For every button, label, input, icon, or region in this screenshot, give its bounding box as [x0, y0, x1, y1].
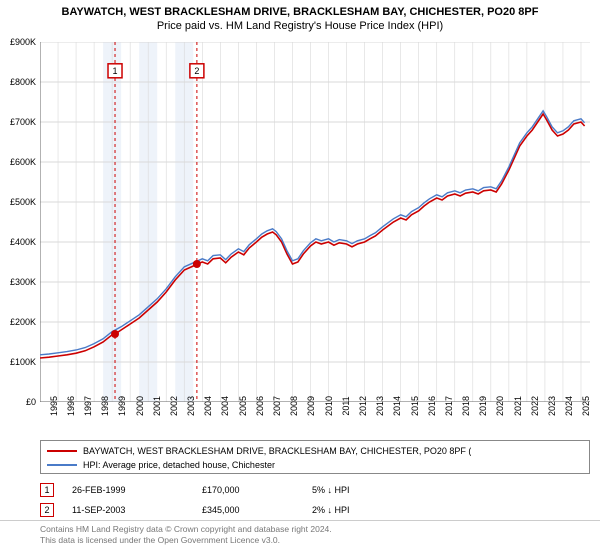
y-tick-label: £700K — [10, 117, 36, 127]
x-tick-label: 1998 — [100, 396, 110, 416]
x-tick-label: 2013 — [375, 396, 385, 416]
y-axis: £0£100K£200K£300K£400K£500K£600K£700K£80… — [0, 42, 38, 402]
footer-divider — [0, 520, 600, 521]
x-tick-label: 2002 — [169, 396, 179, 416]
x-tick-label: 2009 — [306, 396, 316, 416]
footer-line-1: Contains HM Land Registry data © Crown c… — [40, 524, 590, 535]
x-tick-label: 2004 — [220, 396, 230, 416]
x-tick-label: 2024 — [564, 396, 574, 416]
x-tick-label: 2019 — [478, 396, 488, 416]
x-tick-label: 2000 — [135, 396, 145, 416]
chart-plot-area: 12 — [40, 42, 590, 402]
x-tick-label: 2004 — [203, 396, 213, 416]
y-tick-label: £400K — [10, 237, 36, 247]
y-tick-label: £200K — [10, 317, 36, 327]
legend-label: BAYWATCH, WEST BRACKLESHAM DRIVE, BRACKL… — [83, 446, 471, 456]
x-tick-label: 2017 — [444, 396, 454, 416]
marker-date: 26-FEB-1999 — [72, 485, 202, 495]
x-tick-label: 1995 — [49, 396, 59, 416]
legend-label: HPI: Average price, detached house, Chic… — [83, 460, 275, 470]
y-tick-label: £500K — [10, 197, 36, 207]
marker-pct: 2% ↓ HPI — [312, 505, 412, 515]
x-tick-label: 2005 — [238, 396, 248, 416]
y-tick-label: £900K — [10, 37, 36, 47]
x-tick-label: 1997 — [83, 396, 93, 416]
svg-text:2: 2 — [194, 66, 199, 76]
y-tick-label: £600K — [10, 157, 36, 167]
x-tick-label: 1999 — [117, 396, 127, 416]
marker-badge: 1 — [40, 483, 54, 497]
x-tick-label: 2018 — [461, 396, 471, 416]
marker-pct: 5% ↓ HPI — [312, 485, 412, 495]
x-axis: 1995199619971998199920002001200220032004… — [40, 404, 590, 444]
x-tick-label: 2003 — [186, 396, 196, 416]
y-tick-label: £0 — [26, 397, 36, 407]
legend-swatch — [47, 464, 77, 466]
marker-table: 1 26-FEB-1999£170,0005% ↓ HPI 2 11-SEP-2003… — [40, 480, 590, 520]
marker-date: 11-SEP-2003 — [72, 505, 202, 515]
legend-item: HPI: Average price, detached house, Chic… — [47, 458, 583, 472]
x-tick-label: 2020 — [495, 396, 505, 416]
marker-price: £345,000 — [202, 505, 312, 515]
y-tick-label: £800K — [10, 77, 36, 87]
x-tick-label: 2022 — [530, 396, 540, 416]
marker-price: £170,000 — [202, 485, 312, 495]
footer: Contains HM Land Registry data © Crown c… — [40, 524, 590, 546]
chart-svg: 12 — [40, 42, 590, 402]
x-tick-label: 2012 — [358, 396, 368, 416]
marker-row: 1 26-FEB-1999£170,0005% ↓ HPI — [40, 480, 590, 500]
x-tick-label: 2010 — [324, 396, 334, 416]
x-tick-label: 2016 — [427, 396, 437, 416]
x-tick-label: 2001 — [152, 396, 162, 416]
x-tick-label: 2008 — [289, 396, 299, 416]
x-tick-label: 2025 — [581, 396, 591, 416]
legend: BAYWATCH, WEST BRACKLESHAM DRIVE, BRACKL… — [40, 440, 590, 474]
chart-title-line2: Price paid vs. HM Land Registry's House … — [0, 18, 600, 32]
x-tick-label: 2014 — [392, 396, 402, 416]
x-tick-label: 2023 — [547, 396, 557, 416]
x-tick-label: 2007 — [272, 396, 282, 416]
svg-text:1: 1 — [113, 66, 118, 76]
x-tick-label: 2011 — [341, 396, 351, 415]
footer-line-2: This data is licensed under the Open Gov… — [40, 535, 590, 546]
marker-row: 2 11-SEP-2003£345,0002% ↓ HPI — [40, 500, 590, 520]
legend-swatch — [47, 450, 77, 452]
marker-badge: 2 — [40, 503, 54, 517]
y-tick-label: £300K — [10, 277, 36, 287]
chart-title-line1: BAYWATCH, WEST BRACKLESHAM DRIVE, BRACKL… — [0, 0, 600, 18]
legend-item: BAYWATCH, WEST BRACKLESHAM DRIVE, BRACKL… — [47, 444, 583, 458]
x-tick-label: 2015 — [410, 396, 420, 416]
x-tick-label: 1996 — [66, 396, 76, 416]
x-tick-label: 2021 — [513, 396, 523, 416]
x-tick-label: 2006 — [255, 396, 265, 416]
y-tick-label: £100K — [10, 357, 36, 367]
